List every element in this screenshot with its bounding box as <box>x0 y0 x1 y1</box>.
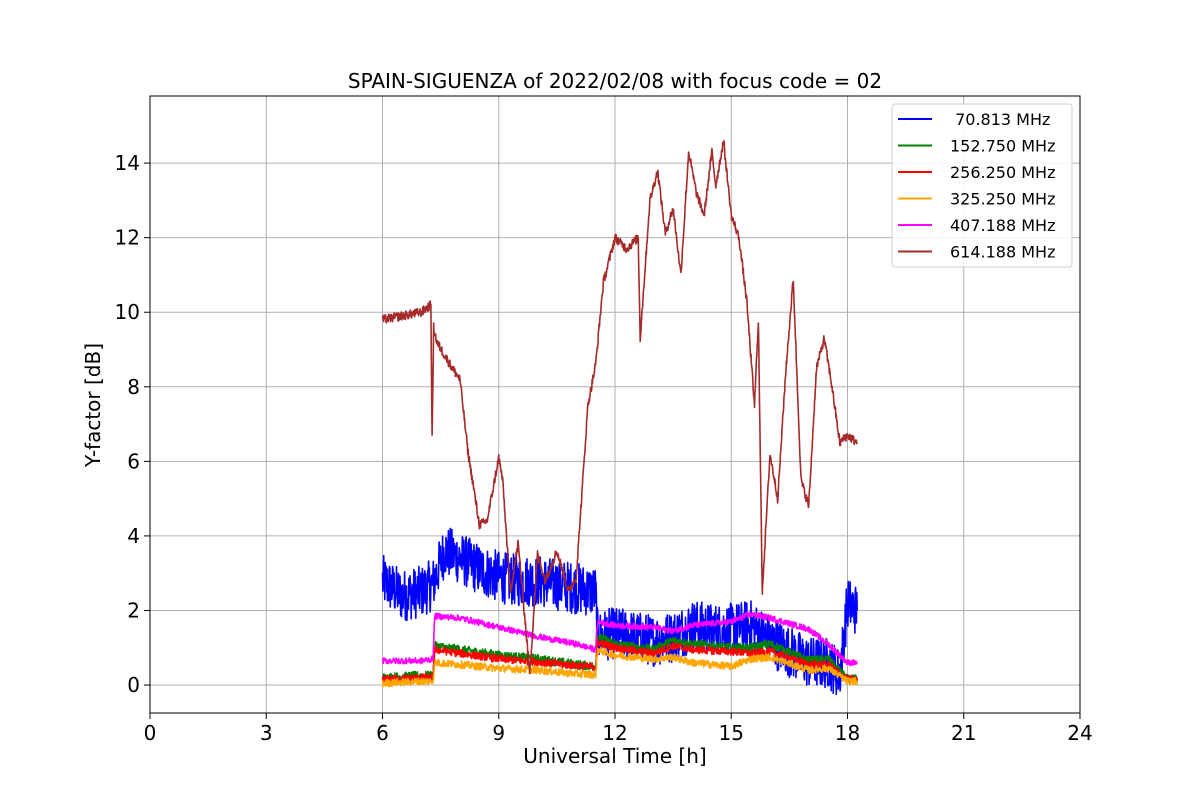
series-line-3 <box>381 646 858 688</box>
y-tick-label: 14 <box>115 151 140 175</box>
legend-label-4: 407.188 MHz <box>950 216 1055 235</box>
legend-label-3: 325.250 MHz <box>950 190 1055 209</box>
x-tick-label: 24 <box>1067 721 1092 745</box>
x-axis-label: Universal Time [h] <box>523 744 706 768</box>
x-tick-label: 15 <box>719 721 744 745</box>
legend: 70.813 MHz 152.750 MHz 256.250 MHz 325.250 … <box>891 103 1073 268</box>
x-tick-label: 3 <box>260 721 273 745</box>
legend-label-2: 256.250 MHz <box>950 163 1055 182</box>
series-line-4 <box>381 611 858 667</box>
x-tick-label: 21 <box>951 721 976 745</box>
legend-label-0: 70.813 MHz <box>950 110 1050 129</box>
legend-label-1: 152.750 MHz <box>950 137 1055 156</box>
chart-title: SPAIN-SIGUENZA of 2022/02/08 with focus … <box>348 69 882 93</box>
y-tick-label: 12 <box>115 226 140 250</box>
x-tick-label: 6 <box>376 721 389 745</box>
series-line-5 <box>381 140 858 675</box>
y-tick-label: 8 <box>127 375 140 399</box>
x-tick-label: 18 <box>835 721 860 745</box>
series-layer <box>381 140 858 696</box>
x-tick-label: 9 <box>492 721 505 745</box>
x-tick-label: 0 <box>144 721 157 745</box>
y-tick-label: 0 <box>127 673 140 697</box>
y-axis-label: Y-factor [dB] <box>81 343 105 468</box>
y-tick-label: 10 <box>115 300 140 324</box>
y-tick-label: 2 <box>127 598 140 622</box>
y-tick-label: 4 <box>127 524 140 548</box>
series-line-2 <box>381 638 858 684</box>
legend-box <box>891 103 1073 268</box>
legend-label-5: 614.188 MHz <box>950 243 1055 262</box>
x-tick-label: 12 <box>602 721 627 745</box>
y-tick-label: 6 <box>127 449 140 473</box>
